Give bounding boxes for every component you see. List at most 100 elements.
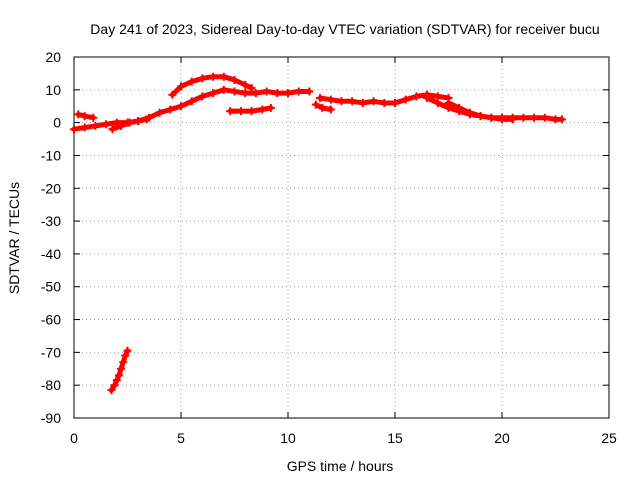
series-track-a xyxy=(70,85,314,134)
data-point xyxy=(209,89,218,98)
data-point xyxy=(177,102,185,111)
y-tick-label: -30 xyxy=(41,213,61,229)
data-point xyxy=(91,121,100,130)
data-point xyxy=(476,112,485,121)
data-point xyxy=(74,110,83,119)
x-tick-label: 15 xyxy=(387,430,403,446)
data-point xyxy=(318,103,327,112)
data-point xyxy=(444,98,453,107)
data-point xyxy=(117,364,126,373)
y-tick-label: 10 xyxy=(45,82,61,98)
y-tick-label: -50 xyxy=(41,279,61,295)
x-tick-label: 20 xyxy=(494,430,510,446)
x-tick-label: 0 xyxy=(70,430,78,446)
data-point xyxy=(80,123,89,132)
y-axis-label: SDTVAR / TECUs xyxy=(6,182,22,294)
data-point xyxy=(198,74,207,83)
data-point xyxy=(236,107,245,116)
data-point xyxy=(401,95,410,104)
data-point xyxy=(155,108,164,117)
y-tick-label: 0 xyxy=(53,115,61,131)
data-series xyxy=(70,72,566,395)
data-point xyxy=(326,95,335,104)
data-point xyxy=(142,115,151,124)
data-point xyxy=(391,98,399,107)
y-tick-label: 20 xyxy=(45,49,61,65)
data-point xyxy=(519,113,528,122)
data-point xyxy=(266,103,275,112)
data-point xyxy=(358,98,367,107)
data-point xyxy=(134,116,143,125)
data-point xyxy=(465,108,474,117)
data-point xyxy=(102,120,111,129)
data-point xyxy=(273,89,282,98)
data-point xyxy=(284,89,292,98)
data-point xyxy=(110,381,119,390)
data-point xyxy=(187,77,196,86)
data-point xyxy=(251,89,260,98)
data-point xyxy=(412,92,421,101)
data-point xyxy=(305,87,314,96)
data-point xyxy=(262,87,271,96)
series-track-j xyxy=(107,346,132,395)
data-point xyxy=(114,371,123,380)
data-point xyxy=(230,75,239,84)
series-track-b xyxy=(74,110,98,122)
data-point xyxy=(107,386,116,395)
data-point xyxy=(247,84,256,93)
data-point xyxy=(380,98,389,107)
data-point xyxy=(508,115,517,124)
plot-frame xyxy=(73,56,610,419)
x-axis-label: GPS time / hours xyxy=(287,458,394,474)
data-point xyxy=(241,80,250,89)
chart-title: Day 241 of 2023, Sidereal Day-to-day VTE… xyxy=(90,21,599,37)
data-point xyxy=(241,89,250,98)
data-point xyxy=(123,346,132,355)
data-point xyxy=(230,87,239,96)
data-point xyxy=(311,100,320,109)
series-track-c xyxy=(108,115,151,134)
x-tick-label: 25 xyxy=(601,430,617,446)
data-point xyxy=(540,113,549,122)
y-tick-label: -10 xyxy=(41,147,61,163)
data-point xyxy=(294,87,303,96)
data-point xyxy=(455,103,464,112)
data-point xyxy=(70,125,78,134)
data-point xyxy=(117,121,126,130)
data-point xyxy=(112,376,121,385)
y-tick-label: -60 xyxy=(41,312,61,328)
y-tick-label: -90 xyxy=(41,410,61,426)
data-point xyxy=(121,351,130,360)
data-point xyxy=(125,118,134,127)
y-tick-label: -70 xyxy=(41,344,61,360)
data-point xyxy=(198,92,207,101)
x-tick-label: 5 xyxy=(177,430,185,446)
grid xyxy=(74,57,609,418)
series-track-i xyxy=(444,98,517,124)
data-point xyxy=(423,94,432,103)
data-point xyxy=(433,98,442,107)
axis-ticks: 0 5 10 15 20 25 20 10 0 -10 -20 -30 -40 -50 -60 -70 -80 -… xyxy=(41,49,617,446)
data-point xyxy=(219,85,228,94)
data-point xyxy=(498,115,506,124)
data-point xyxy=(326,105,335,114)
data-point xyxy=(337,97,346,106)
data-point xyxy=(108,125,117,134)
data-point xyxy=(119,358,128,367)
data-point xyxy=(348,97,357,106)
data-point xyxy=(177,82,185,91)
x-tick-label: 10 xyxy=(280,430,296,446)
y-tick-label: -40 xyxy=(41,246,61,262)
y-tick-label: -20 xyxy=(41,180,61,196)
data-point xyxy=(166,105,175,114)
data-point xyxy=(219,72,228,81)
data-point xyxy=(369,97,378,106)
series-track-d xyxy=(168,72,256,99)
data-point xyxy=(487,113,496,122)
data-point xyxy=(187,97,196,106)
data-point xyxy=(258,105,267,114)
data-point xyxy=(247,107,256,116)
series-track-g xyxy=(311,100,335,114)
y-tick-label: -80 xyxy=(41,377,61,393)
